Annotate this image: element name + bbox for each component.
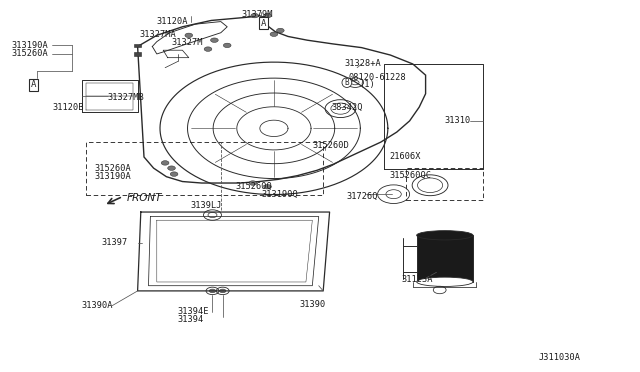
Circle shape [249,181,257,185]
Text: 31390: 31390 [300,300,326,309]
Text: 31379M: 31379M [242,10,273,19]
Circle shape [270,32,278,36]
Text: 315260A: 315260A [12,49,48,58]
Circle shape [161,161,169,165]
Text: A: A [31,80,36,89]
Circle shape [185,33,193,38]
Circle shape [220,289,226,293]
Text: 31327MB: 31327MB [108,93,144,102]
Circle shape [211,38,218,42]
Text: 313190A: 313190A [95,172,131,181]
Text: 315260A: 315260A [95,164,131,173]
Bar [134,44,141,47]
Text: 21606X: 21606X [389,153,420,161]
Bar [134,52,141,56]
Circle shape [209,289,216,293]
Bar [417,235,473,282]
Circle shape [170,172,178,176]
Text: 31397: 31397 [101,238,127,247]
Text: 31328+A: 31328+A [344,60,381,68]
Text: 31390A: 31390A [82,301,113,310]
Text: 31394E: 31394E [178,307,209,316]
Text: 313190Q: 313190Q [261,190,298,199]
Text: FRONT: FRONT [127,193,162,203]
Text: B: B [344,78,349,87]
Text: J311030A: J311030A [539,353,581,362]
Circle shape [264,185,271,189]
Text: 31327M: 31327M [172,38,203,47]
Text: 08120-61228: 08120-61228 [349,73,406,82]
Text: 31120B: 31120B [52,103,84,112]
Circle shape [251,13,259,18]
Text: 31310: 31310 [445,116,471,125]
Circle shape [276,28,284,33]
Text: 31123A: 31123A [402,275,433,284]
Text: 31726Q: 31726Q [347,192,378,201]
Text: (1): (1) [360,80,376,89]
Circle shape [168,166,175,170]
Text: 3139LJ: 3139LJ [191,201,222,210]
Ellipse shape [417,277,473,286]
Text: 31327MA: 31327MA [140,30,176,39]
Text: 31394: 31394 [178,315,204,324]
Circle shape [264,13,271,18]
Circle shape [223,43,231,48]
Text: 315260D: 315260D [312,141,349,150]
Text: 38342Q: 38342Q [332,103,363,112]
Text: A: A [261,19,266,28]
Text: 31120A: 31120A [157,17,188,26]
Ellipse shape [417,231,473,240]
Text: 313190A: 313190A [12,41,48,50]
Text: 315260QC: 315260QC [389,171,431,180]
Text: 315260Q: 315260Q [236,182,272,191]
Circle shape [204,47,212,51]
